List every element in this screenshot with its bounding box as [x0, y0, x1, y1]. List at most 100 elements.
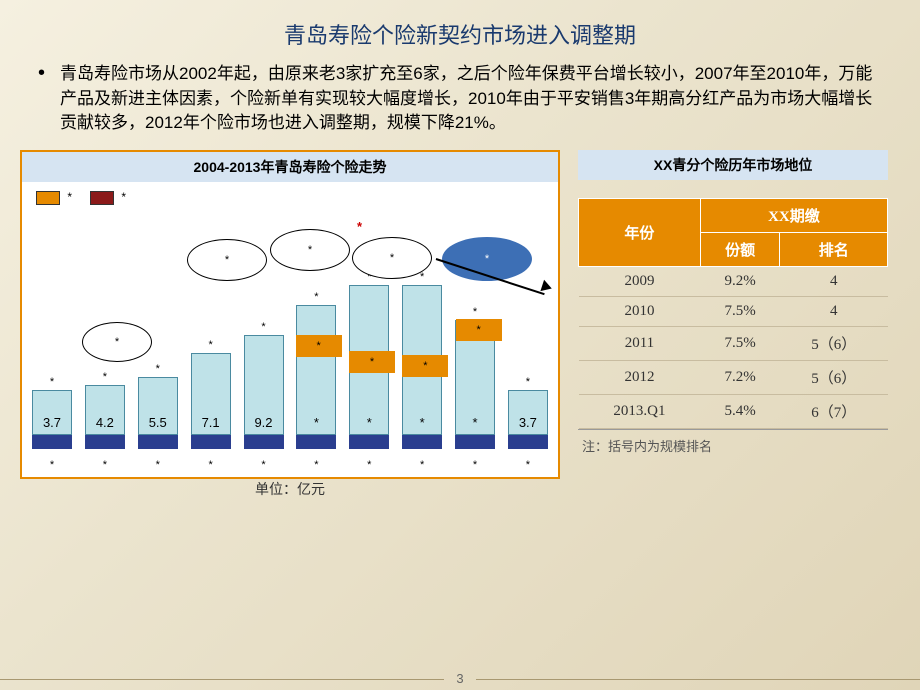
legend-swatch-1 — [36, 191, 60, 205]
table-cell-year: 2012 — [579, 360, 701, 394]
bar-base-seg — [349, 435, 389, 449]
bar-main-seg: 5.5 — [138, 377, 178, 435]
orange-overlay: * — [349, 351, 395, 373]
x-label: * — [189, 459, 233, 471]
page-footer: 3 — [0, 671, 920, 686]
th-year: 年份 — [579, 198, 701, 266]
bullet-text: 青岛寿险市场从2002年起，由原来老3家扩充至6家，之后个险年保费平台增长较小，… — [60, 62, 880, 136]
x-label: * — [347, 459, 391, 471]
table-cell-year: 2011 — [579, 326, 701, 360]
table-cell-share: 9.2% — [700, 266, 780, 296]
x-label: * — [30, 459, 74, 471]
annotation-ellipse: * — [82, 322, 152, 362]
x-label: * — [294, 459, 338, 471]
bar-base-seg — [32, 435, 72, 449]
bar-top-label: * — [526, 376, 530, 388]
th-rank: 排名 — [780, 232, 888, 266]
table-cell-rank: 5（6） — [780, 326, 888, 360]
legend-item-2: * — [90, 190, 126, 205]
bar-base-seg — [85, 435, 125, 449]
bar-main-seg: 7.1 — [191, 353, 231, 435]
chart-title: 2004-2013年青岛寿险个险走势 — [22, 152, 558, 182]
x-label: * — [400, 459, 444, 471]
table-cell-share: 7.5% — [700, 296, 780, 326]
bar-main-seg: 3.7 — [32, 390, 72, 435]
bar-base-seg — [296, 435, 336, 449]
bar-col-4: * 9.2 — [242, 321, 286, 449]
bar-col-0: * 3.7 — [30, 376, 74, 449]
bar-col-9: * 3.7 — [506, 376, 550, 449]
unit-label: 单位：亿元 — [255, 479, 325, 499]
x-label: * — [136, 459, 180, 471]
table-row: 2013.Q15.4%6（7） — [579, 394, 888, 428]
table-cell-year: 2010 — [579, 296, 701, 326]
table-cell-rank: 6（7） — [780, 394, 888, 428]
x-label: * — [83, 459, 127, 471]
table-row: 20107.5%4 — [579, 296, 888, 326]
rank-table: 年份 XX期缴 份额 排名 20099.2%420107.5%420117.5%… — [578, 198, 888, 429]
x-label: * — [506, 459, 550, 471]
table-cell-year: 2009 — [579, 266, 701, 296]
table-cell-share: 5.4% — [700, 394, 780, 428]
bar-base-seg — [191, 435, 231, 449]
x-axis-labels: * * * * * * * * * * — [30, 459, 550, 471]
bar-top-label: * — [103, 371, 107, 383]
legend-label-1: * — [67, 190, 72, 204]
bar-top-label: * — [50, 376, 54, 388]
table-cell-share: 7.2% — [700, 360, 780, 394]
annotation-ellipse: * — [187, 239, 267, 281]
bullet-dot: • — [38, 62, 45, 85]
bar-top-label: * — [473, 306, 477, 318]
red-star-label: * — [357, 219, 362, 234]
bar-base-seg — [244, 435, 284, 449]
bar-col-5: ** — [294, 291, 338, 449]
annotation-ellipse: * — [270, 229, 350, 271]
table-cell-rank: 5（6） — [780, 360, 888, 394]
table-cell-share: 7.5% — [700, 326, 780, 360]
trend-arrow-head — [540, 279, 553, 294]
table-cell-year: 2013.Q1 — [579, 394, 701, 428]
table-title: XX青分个险历年市场地位 — [578, 150, 888, 180]
bar-base-seg — [455, 435, 495, 449]
bar-top-label: * — [156, 363, 160, 375]
bar-base-seg — [402, 435, 442, 449]
table-cell-rank: 4 — [780, 266, 888, 296]
orange-overlay: * — [456, 319, 502, 341]
bar-main-seg: * — [296, 305, 336, 435]
table-row: 20099.2%4 — [579, 266, 888, 296]
bullet-block: • 青岛寿险市场从2002年起，由原来老3家扩充至6家，之后个险年保费平台增长较… — [0, 62, 920, 146]
legend-label-2: * — [121, 190, 126, 204]
bar-main-seg: 9.2 — [244, 335, 284, 435]
orange-overlay: * — [296, 335, 342, 357]
content-row: 2004-2013年青岛寿险个险走势 * * *3.7*4.2*5.5*7.1*… — [0, 146, 920, 479]
bar-col-3: * 7.1 — [189, 339, 233, 449]
table-cell-rank: 4 — [780, 296, 888, 326]
bar-top-label: * — [314, 291, 318, 303]
x-label: * — [453, 459, 497, 471]
bar-col-2: * 5.5 — [136, 363, 180, 449]
bar-main-seg: 3.7 — [508, 390, 548, 435]
table-row: 20127.2%5（6） — [579, 360, 888, 394]
bar-top-label: * — [261, 321, 265, 333]
bar-base-seg — [138, 435, 178, 449]
orange-overlay: * — [402, 355, 448, 377]
footer-line-left — [0, 671, 444, 680]
x-label: * — [242, 459, 286, 471]
page-title: 青岛寿险个险新契约市场进入调整期 — [0, 0, 920, 62]
bar-main-seg: 4.2 — [85, 385, 125, 435]
table-row: 20117.5%5（6） — [579, 326, 888, 360]
th-share: 份额 — [700, 232, 780, 266]
table-panel: XX青分个险历年市场地位 年份 XX期缴 份额 排名 20099.2%42010… — [578, 150, 888, 479]
bar-col-1: * 4.2 — [83, 371, 127, 449]
legend-item-1: * — [36, 190, 72, 205]
chart-panel: 2004-2013年青岛寿险个险走势 * * *3.7*4.2*5.5*7.1*… — [20, 150, 560, 479]
legend-swatch-2 — [90, 191, 114, 205]
bar-top-label: * — [208, 339, 212, 351]
chart-legend: * * — [22, 182, 558, 207]
table-note: 注：括号内为规模排名 — [578, 429, 888, 455]
chart-area: *3.7*4.2*5.5*7.1*9.2*********3.7 *******… — [22, 207, 558, 477]
page-number: 3 — [444, 671, 475, 686]
th-group: XX期缴 — [700, 198, 887, 232]
footer-line-right — [476, 671, 920, 680]
annotation-ellipse: * — [352, 237, 432, 279]
